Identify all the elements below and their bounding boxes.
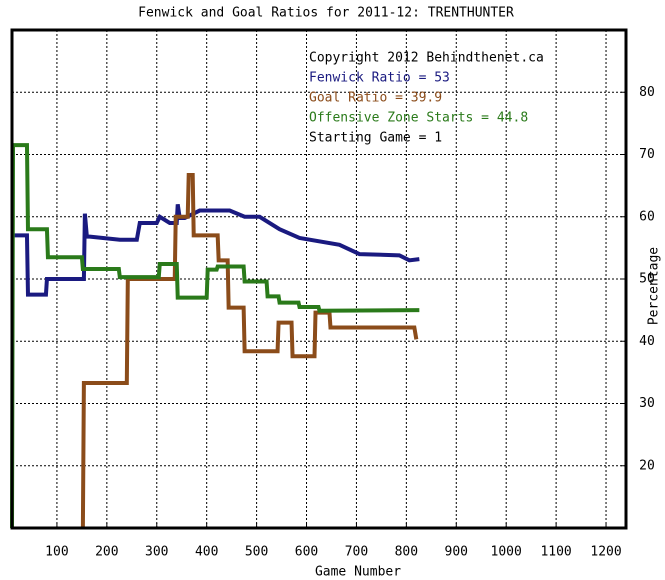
annotation: Copyright 2012 Behindthenet.ca bbox=[309, 51, 544, 66]
y-tick-label: 70 bbox=[639, 147, 655, 162]
y-axis-label: Percentage bbox=[647, 247, 662, 325]
plot-frame bbox=[10, 28, 628, 530]
chart-title: Fenwick and Goal Ratios for 2011-12: TRE… bbox=[138, 6, 514, 21]
y-tick-label: 50 bbox=[639, 272, 655, 287]
data-line bbox=[12, 204, 420, 297]
y-tick-label: 20 bbox=[639, 458, 655, 473]
x-tick-label: 200 bbox=[95, 545, 118, 560]
x-tick-label: 300 bbox=[145, 545, 168, 560]
x-tick-label: 400 bbox=[195, 545, 218, 560]
y-tick-label: 60 bbox=[639, 209, 655, 224]
annotation: Fenwick Ratio = 53 bbox=[309, 71, 450, 86]
x-tick-label: 1100 bbox=[540, 545, 571, 560]
data-line bbox=[80, 173, 419, 529]
y-tick-label: 30 bbox=[639, 396, 655, 411]
x-tick-label: 1000 bbox=[491, 545, 522, 560]
data-line bbox=[10, 143, 420, 529]
x-tick-label: 800 bbox=[395, 545, 418, 560]
annotation: Starting Game = 1 bbox=[309, 131, 442, 146]
y-tick-label: 80 bbox=[639, 85, 655, 100]
x-tick-label: 600 bbox=[295, 545, 318, 560]
y-tick-label: 40 bbox=[639, 334, 655, 349]
x-tick-label: 500 bbox=[245, 545, 268, 560]
lines bbox=[10, 143, 420, 529]
x-tick-label: 700 bbox=[345, 545, 368, 560]
x-axis-label: Game Number bbox=[315, 565, 401, 580]
x-tick-label: 900 bbox=[445, 545, 468, 560]
annotation: Offensive Zone Starts = 44.8 bbox=[309, 111, 528, 126]
annotation: Goal Ratio = 39.9 bbox=[309, 91, 442, 106]
x-tick-label: 100 bbox=[45, 545, 68, 560]
x-tick-label: 1200 bbox=[590, 545, 621, 560]
